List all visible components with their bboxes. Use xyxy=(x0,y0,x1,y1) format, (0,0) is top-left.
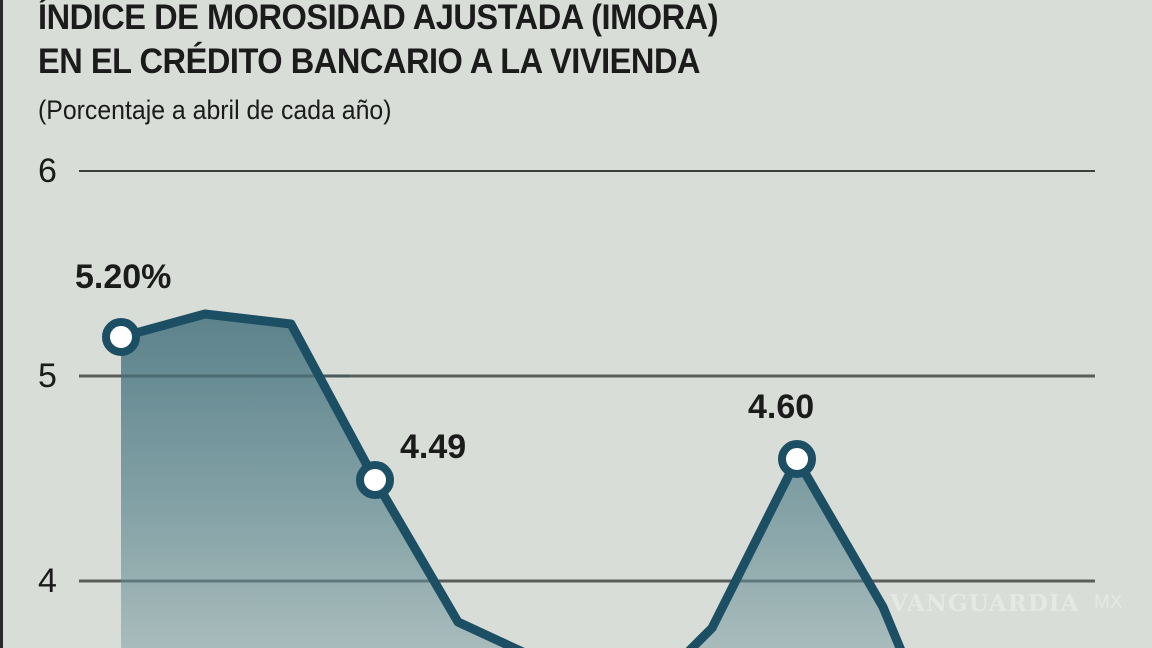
data-label-third: 4.60 xyxy=(748,388,815,426)
data-label-second: 4.49 xyxy=(400,428,467,466)
left-border xyxy=(0,0,3,648)
marker-point-9 xyxy=(778,440,816,478)
data-line xyxy=(119,309,905,648)
data-label-first: 5.20% xyxy=(75,258,172,296)
area-fill xyxy=(121,314,901,648)
watermark-brand: VANGUARDIA xyxy=(890,590,1080,617)
y-tick-5: 5 xyxy=(38,357,57,395)
watermark-suffix: MX xyxy=(1094,592,1123,613)
chart-title-line2: EN EL CRÉDITO BANCARIO A LA VIVIENDA xyxy=(38,42,701,81)
y-tick-6: 6 xyxy=(38,152,57,190)
marker-point-1 xyxy=(102,318,140,356)
chart-title: ÍNDICE DE MOROSIDAD AJUSTADA (IMORA) EN … xyxy=(38,0,719,84)
chart-title-line1: ÍNDICE DE MOROSIDAD AJUSTADA (IMORA) xyxy=(38,0,719,37)
y-tick-4: 4 xyxy=(38,562,57,600)
marker-point-4 xyxy=(356,461,394,499)
chart-subtitle: (Porcentaje a abril de cada año) xyxy=(38,95,392,125)
